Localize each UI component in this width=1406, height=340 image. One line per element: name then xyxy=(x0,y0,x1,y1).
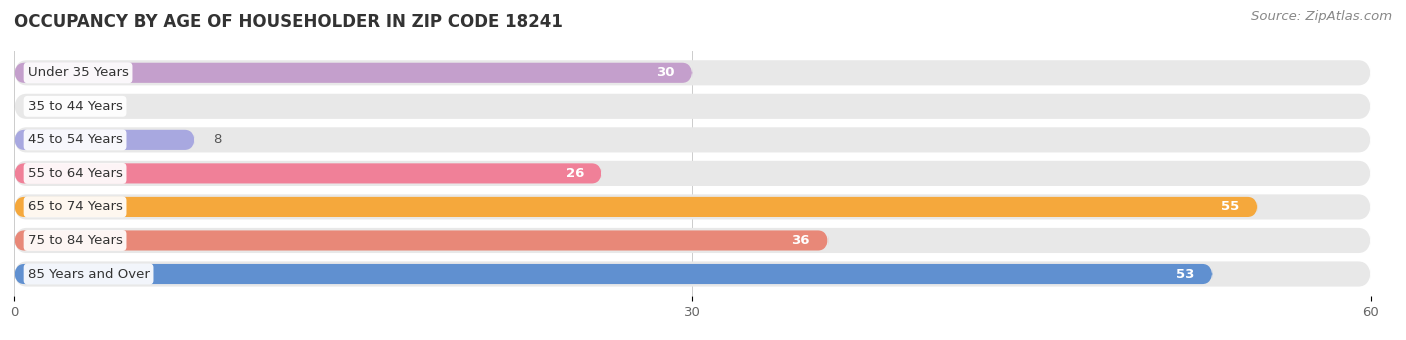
FancyBboxPatch shape xyxy=(14,197,1258,217)
FancyBboxPatch shape xyxy=(14,163,602,184)
Text: 55 to 64 Years: 55 to 64 Years xyxy=(28,167,122,180)
FancyBboxPatch shape xyxy=(14,231,828,251)
FancyBboxPatch shape xyxy=(14,161,1371,186)
Text: 0: 0 xyxy=(32,100,41,113)
Text: 53: 53 xyxy=(1175,268,1195,280)
FancyBboxPatch shape xyxy=(14,130,195,150)
Text: 26: 26 xyxy=(565,167,583,180)
FancyBboxPatch shape xyxy=(14,261,1371,287)
FancyBboxPatch shape xyxy=(14,127,1371,152)
Text: 85 Years and Over: 85 Years and Over xyxy=(28,268,149,280)
FancyBboxPatch shape xyxy=(14,194,1371,220)
Text: 8: 8 xyxy=(214,133,221,146)
FancyBboxPatch shape xyxy=(14,264,1212,284)
Text: 35 to 44 Years: 35 to 44 Years xyxy=(28,100,122,113)
Text: Source: ZipAtlas.com: Source: ZipAtlas.com xyxy=(1251,10,1392,23)
FancyBboxPatch shape xyxy=(14,94,1371,119)
FancyBboxPatch shape xyxy=(14,228,1371,253)
FancyBboxPatch shape xyxy=(14,63,692,83)
Text: 55: 55 xyxy=(1222,201,1240,214)
Text: Under 35 Years: Under 35 Years xyxy=(28,66,128,79)
Text: 45 to 54 Years: 45 to 54 Years xyxy=(28,133,122,146)
Text: 65 to 74 Years: 65 to 74 Years xyxy=(28,201,122,214)
Text: 75 to 84 Years: 75 to 84 Years xyxy=(28,234,122,247)
Text: 36: 36 xyxy=(792,234,810,247)
Text: 30: 30 xyxy=(655,66,675,79)
Text: OCCUPANCY BY AGE OF HOUSEHOLDER IN ZIP CODE 18241: OCCUPANCY BY AGE OF HOUSEHOLDER IN ZIP C… xyxy=(14,13,562,31)
FancyBboxPatch shape xyxy=(14,60,1371,85)
